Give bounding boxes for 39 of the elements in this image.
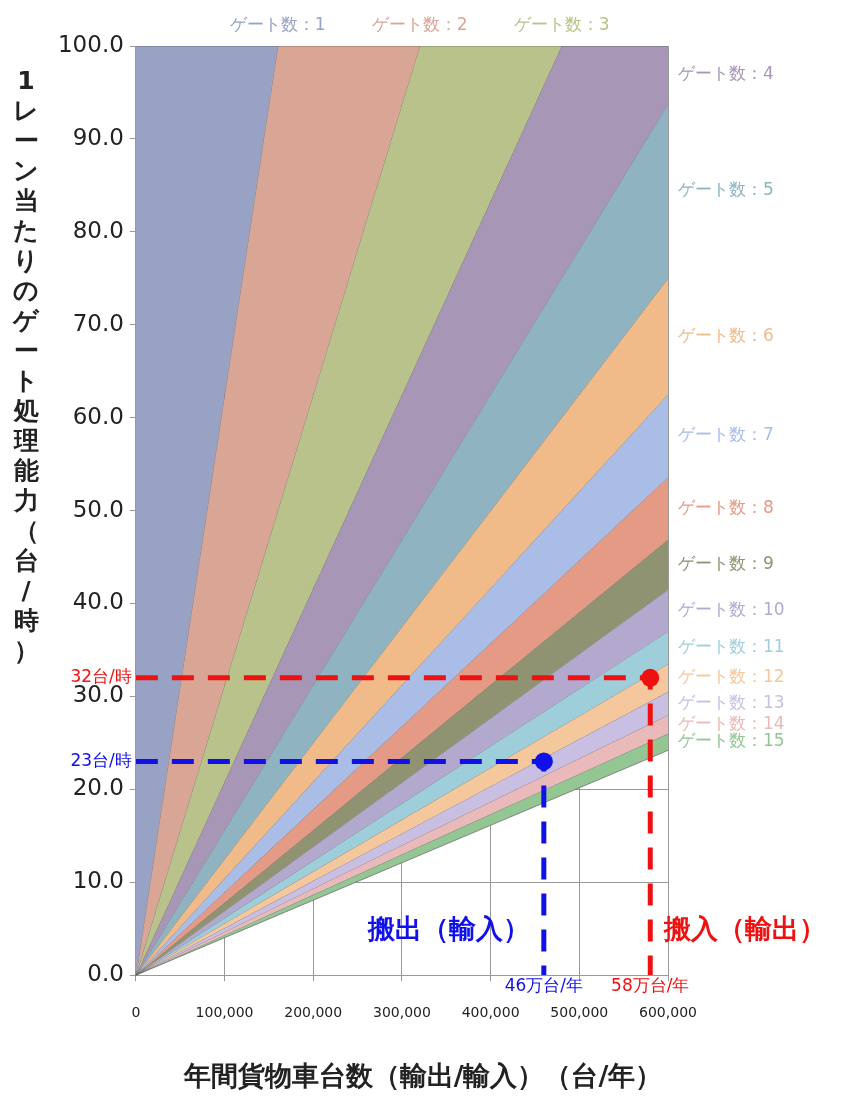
y-tick-label: 90.0 bbox=[72, 123, 124, 150]
x-tick-label: 400,000 bbox=[461, 1004, 520, 1021]
series-label: ゲート数：10 bbox=[678, 598, 785, 619]
series-label: ゲート数：13 bbox=[678, 691, 785, 712]
y-tick-label: 10.0 bbox=[72, 867, 124, 894]
series-label: ゲート数：6 bbox=[678, 324, 774, 345]
series-label: ゲート数：15 bbox=[678, 730, 785, 751]
series-label: ゲート数：5 bbox=[678, 179, 774, 200]
data-label: 23台/時 bbox=[70, 749, 132, 770]
series-label: ゲート数：3 bbox=[513, 14, 610, 35]
y-tick-label: 20.0 bbox=[72, 774, 124, 801]
x-tick-label: 600,000 bbox=[639, 1004, 697, 1021]
x-tick-label: 100,000 bbox=[195, 1004, 254, 1021]
series-label: ゲート数：11 bbox=[678, 636, 785, 657]
x-tick-label: 300,000 bbox=[372, 1004, 431, 1021]
y-tick-label: 0.0 bbox=[87, 960, 124, 987]
y-tick-label: 40.0 bbox=[72, 588, 124, 615]
series-label: ゲート数：12 bbox=[678, 666, 785, 687]
series-label: ゲート数：9 bbox=[678, 552, 774, 573]
series-label: ゲート数：7 bbox=[678, 424, 774, 445]
annotation: 58万台/年 bbox=[611, 975, 690, 996]
x-axis-title: 年間貨物車台数（輸出/輸入）（台/年） bbox=[182, 1059, 664, 1093]
series-label: 搬出（輸入） bbox=[366, 913, 530, 945]
x-tick-label: 500,000 bbox=[550, 1004, 609, 1021]
y-tick-label: 70.0 bbox=[72, 309, 124, 336]
x-tick-label: 0 bbox=[131, 1004, 141, 1021]
series-label: ゲート数：8 bbox=[678, 496, 774, 517]
text: 1レーン当たりのゲート処理能力（台/時） bbox=[13, 66, 39, 665]
annotation: 46万台/年 bbox=[504, 975, 584, 996]
series-label: 搬入（輸出） bbox=[663, 913, 827, 945]
y-tick-label: 60.0 bbox=[72, 402, 124, 429]
y-tick-label: 80.0 bbox=[72, 216, 124, 243]
x-tick-label: 200,000 bbox=[284, 1004, 343, 1021]
series-label: ゲート数：4 bbox=[678, 63, 774, 84]
y-tick-label: 100.0 bbox=[57, 30, 124, 57]
series-label: ゲート数：2 bbox=[371, 14, 468, 35]
series-label: ゲート数：1 bbox=[229, 14, 326, 35]
y-tick-label: 50.0 bbox=[72, 495, 124, 522]
series-label: ゲート数：14 bbox=[678, 712, 785, 733]
